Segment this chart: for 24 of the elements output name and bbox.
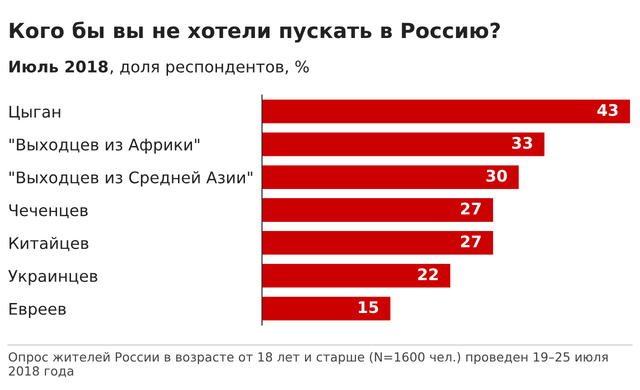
y-tick-label: "Выходцев из Африки" <box>10 138 200 154</box>
y-tick-label: Цыган <box>10 106 60 120</box>
bar <box>262 231 494 255</box>
chart-title: Кого бы вы не хотели пускать в Россию? <box>10 21 500 43</box>
text: Опрос жителей России в возрасте от 18 лет и старше (N=1600 чел.) проведен 19–25 июля 2018 года <box>8 352 608 378</box>
chart-subtitle: Июль 2018, доля респондентов, % <box>9 60 309 76</box>
y-tick-label: Евреев <box>10 302 66 318</box>
data-label: 22 <box>418 268 438 280</box>
y-tick-label: "Выходцев из Средней Азии" <box>10 171 252 187</box>
data-label: 27 <box>461 202 481 214</box>
y-tick-label: Чеченцев <box>9 204 88 218</box>
bar <box>262 132 544 156</box>
bar <box>262 264 450 288</box>
data-label: 15 <box>358 301 378 314</box>
data-label: 43 <box>597 104 618 116</box>
y-tick-label: Китайцев <box>10 236 88 252</box>
bar <box>262 296 390 320</box>
data-label: 33 <box>512 136 532 149</box>
bar <box>262 100 630 124</box>
data-label: 30 <box>486 170 507 182</box>
y-tick-label: Украинцев <box>8 270 98 286</box>
bar <box>262 165 519 189</box>
bar <box>262 198 494 222</box>
data-label: 27 <box>461 235 481 248</box>
